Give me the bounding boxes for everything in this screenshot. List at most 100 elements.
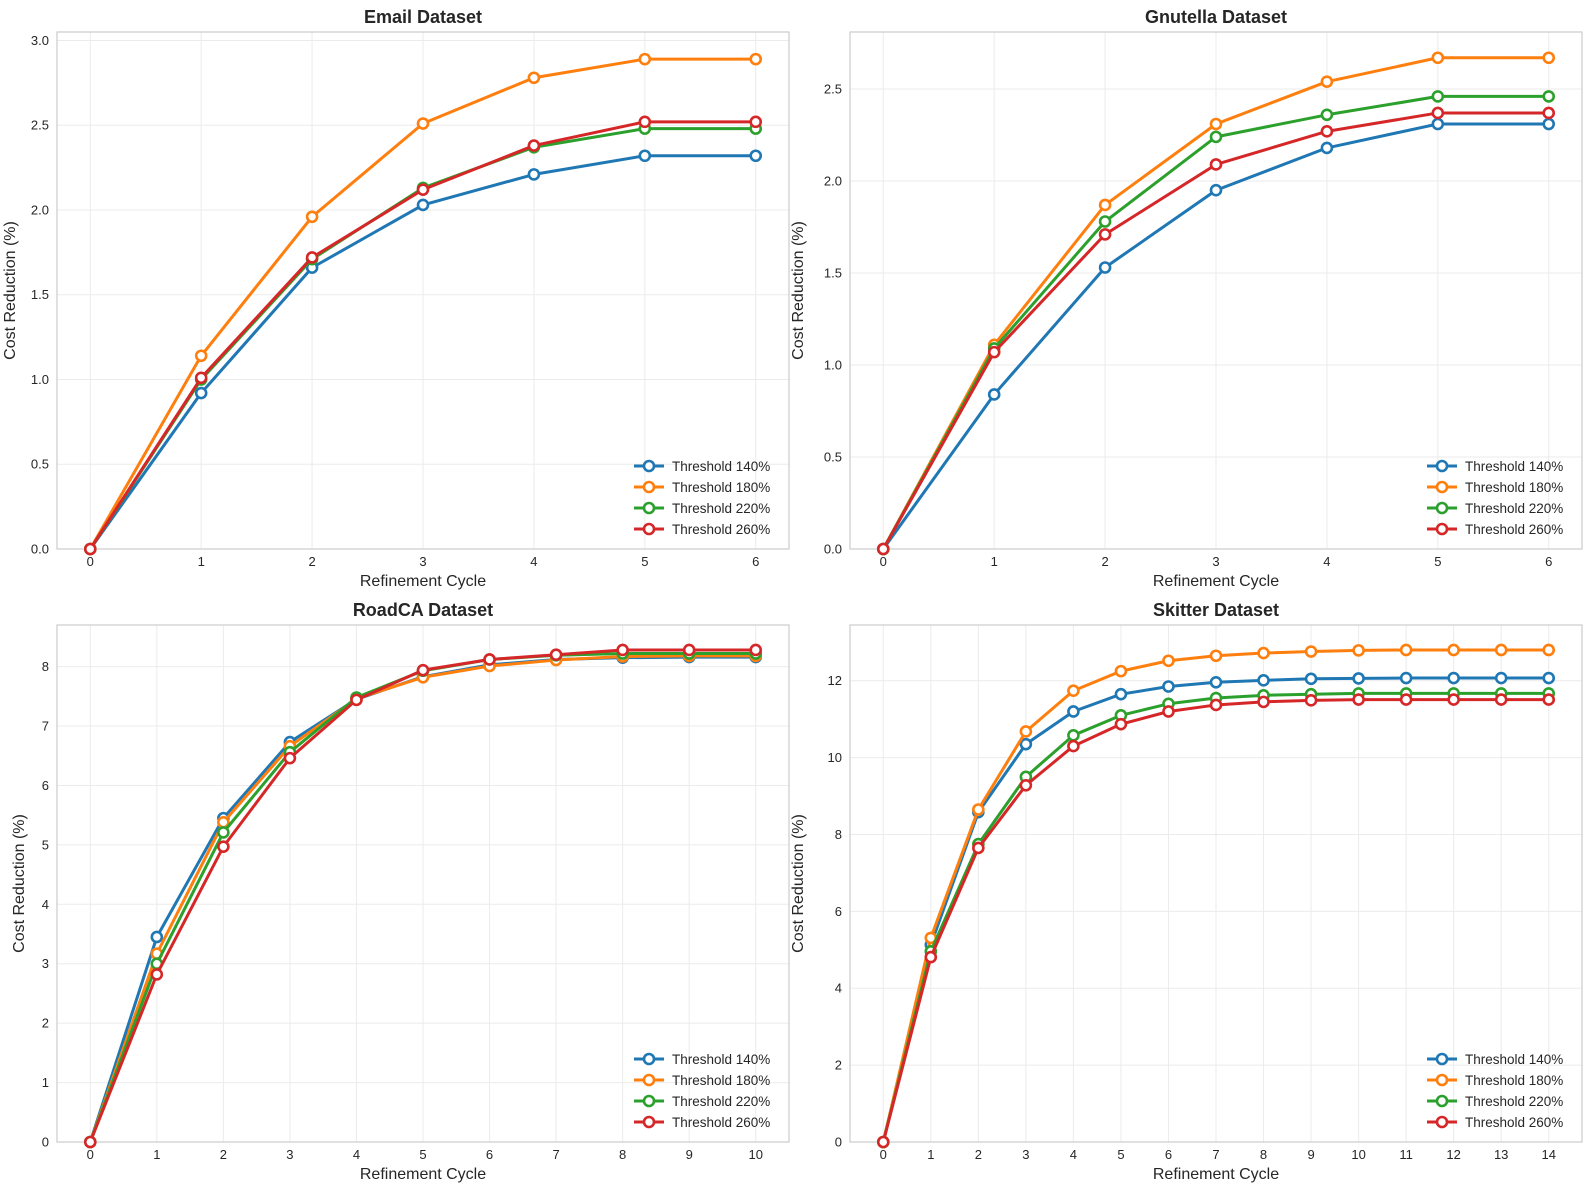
data-point [638,149,652,163]
legend-label: Threshold 260% [1465,1115,1563,1130]
x-tick-label: 2 [308,554,315,569]
legend-marker [1435,522,1449,536]
data-point [416,117,430,130]
data-point [987,345,1001,359]
data-point [1067,684,1080,698]
data-point [150,930,164,944]
data-point [416,183,430,196]
data-point [1447,693,1460,706]
y-tick-label: 1.0 [31,372,49,387]
y-tick-label: 1.0 [824,358,842,373]
x-tick-label: 4 [1070,1147,1077,1162]
data-point [749,115,763,129]
data-point [924,950,938,964]
x-tick-label: 1 [153,1147,160,1162]
y-tick-label: 0.5 [824,450,842,465]
data-point [1431,90,1445,103]
data-point [1098,261,1112,274]
legend-label: Threshold 180% [672,1073,770,1088]
legend-label: Threshold 180% [672,480,770,495]
x-tick-label: 11 [1399,1147,1413,1162]
data-point [1542,117,1556,131]
data-point [1320,125,1334,138]
y-tick-label: 0 [835,1135,842,1150]
x-tick-label: 2 [1101,554,1108,569]
legend-label: Threshold 180% [1465,1073,1563,1088]
data-point [749,643,763,657]
x-tick-label: 6 [486,1147,493,1162]
data-point [1114,717,1128,731]
data-point [1447,671,1460,685]
y-tick-label: 8 [42,659,49,674]
legend-marker [1435,480,1449,494]
x-tick-label: 2 [220,1147,227,1162]
data-point [1352,672,1365,685]
data-point [1209,183,1223,197]
data-point [1067,705,1080,718]
x-tick-label: 0 [880,554,887,569]
data-point [305,251,319,264]
data-point [638,115,652,129]
y-tick-label: 1 [42,1075,49,1090]
legend-marker [1435,1073,1449,1087]
data-point [527,139,541,152]
data-point [638,52,652,66]
data-point [217,815,230,829]
data-point [217,840,230,853]
x-tick-label: 8 [1260,1147,1267,1162]
y-tick-label: 10 [828,750,842,765]
legend-marker [642,1115,656,1129]
data-point [1257,674,1270,687]
x-tick-label: 9 [1307,1147,1314,1162]
legend: Threshold 140% Threshold 180% Threshold 22… [1427,459,1563,537]
data-point [1067,729,1080,742]
legend-marker [642,459,656,473]
data-point [1542,90,1556,103]
data-point [1399,693,1413,706]
legend-label: Threshold 140% [1465,459,1563,474]
x-tick-label: 5 [641,554,648,569]
data-point [1399,643,1413,657]
data-point [305,210,319,224]
y-axis-label: Cost Reduction (%) [11,814,28,953]
x-tick-label: 6 [1545,554,1552,569]
data-point [1542,643,1556,657]
x-tick-label: 7 [1212,1147,1219,1162]
data-point [682,643,696,657]
x-tick-label: 1 [927,1147,934,1162]
data-point [1542,693,1556,706]
legend-label: Threshold 140% [1465,1052,1563,1067]
legend-label: Threshold 220% [1465,1094,1563,1109]
plot-frame [56,31,790,550]
chart-panel: 0 1 2 3 4 5 6 0.0 0.5 1.0 1.5 2.0 2.5 3.0 Email Datase… [2,7,790,590]
data-point [1542,671,1556,685]
data-point [1494,693,1508,706]
y-tick-label: 0.0 [824,542,842,557]
x-tick-label: 6 [1165,1147,1172,1162]
legend-marker [642,522,656,536]
y-tick-label: 2.5 [824,82,842,97]
legend-marker [1435,501,1449,515]
data-point [1542,106,1556,120]
x-tick-label: 3 [1022,1147,1029,1162]
legend: Threshold 140% Threshold 180% Threshold 22… [634,1052,770,1130]
data-point [1019,778,1033,792]
chart-title: Email Dataset [364,7,482,27]
y-tick-label: 2.5 [31,118,49,133]
y-tick-label: 6 [835,904,842,919]
legend: Threshold 140% Threshold 180% Threshold 22… [1427,1052,1563,1130]
data-point [1114,687,1128,701]
y-tick-label: 0 [42,1135,49,1150]
y-tick-label: 2.0 [31,202,49,217]
x-axis-label: Refinement Cycle [360,573,486,590]
y-axis-label: Cost Reduction (%) [790,814,807,953]
x-tick-label: 13 [1494,1147,1508,1162]
legend-marker [642,1094,656,1108]
legend-marker [642,1052,656,1066]
data-point [1209,649,1223,663]
data-point [350,693,363,707]
data-point [1304,645,1318,658]
data-point [616,643,629,657]
x-axis-label: Refinement Cycle [1153,1166,1279,1183]
